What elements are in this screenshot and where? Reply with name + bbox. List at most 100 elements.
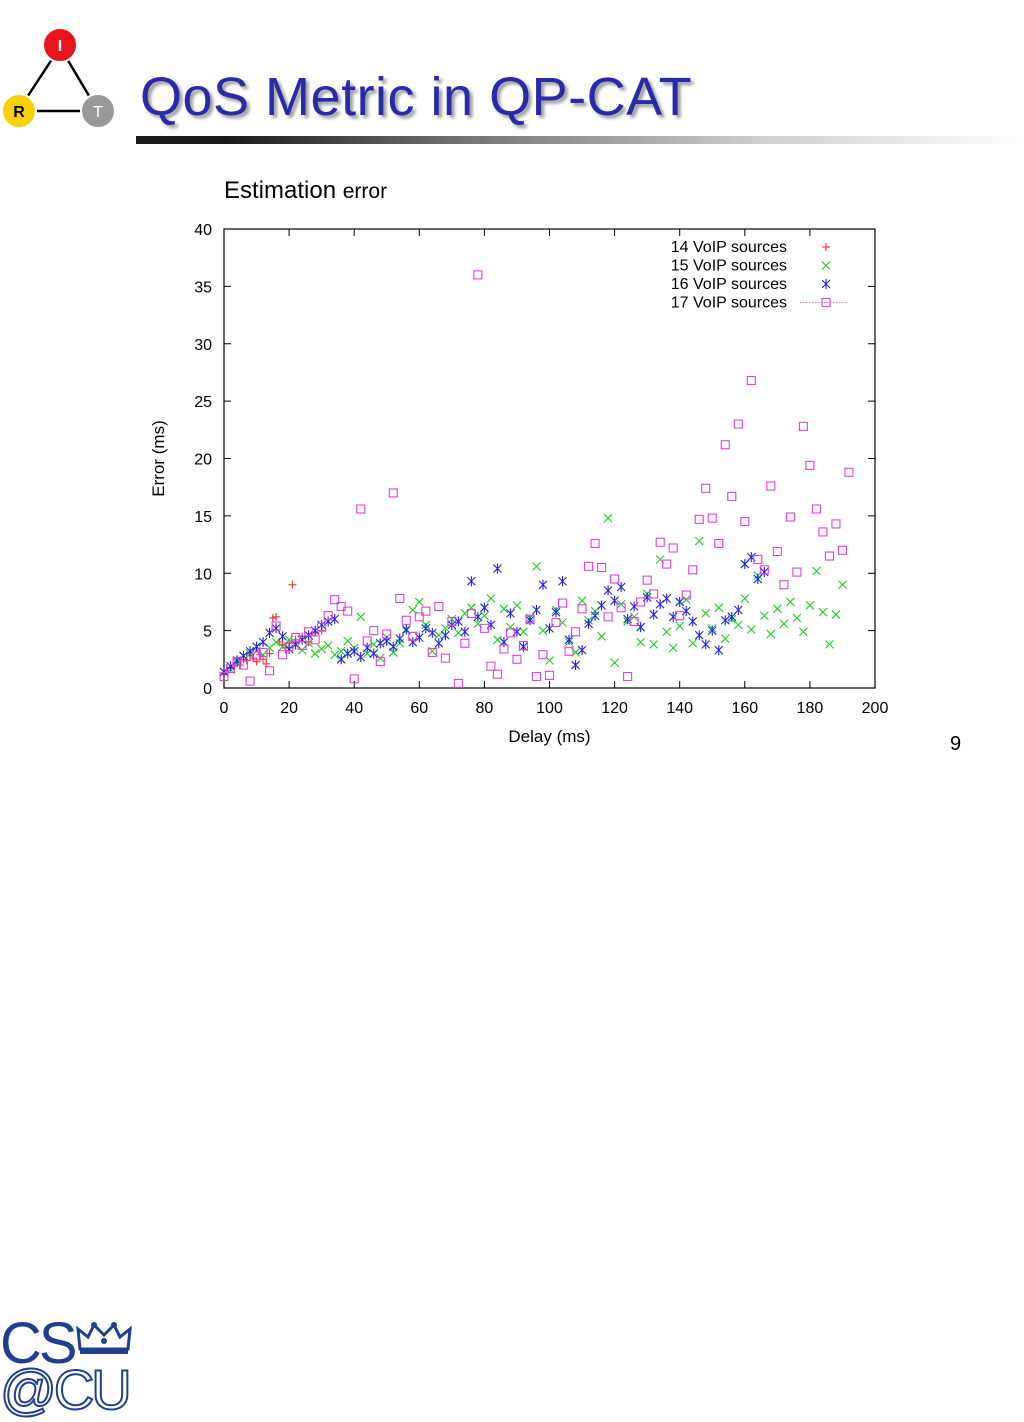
data-point-series-2 <box>538 626 548 636</box>
data-point-series-4 <box>245 676 255 686</box>
legend-marker <box>821 279 831 289</box>
data-point-series-4 <box>466 608 476 618</box>
data-point-series-4 <box>753 554 763 565</box>
data-point-series-4 <box>564 646 574 656</box>
legend-label: 17 VoIP sources <box>671 295 787 312</box>
logo-node-t <box>80 93 116 129</box>
data-point-series-4 <box>375 657 385 667</box>
data-point-series-3 <box>688 616 698 627</box>
data-point-series-2 <box>825 640 834 649</box>
data-point-series-3 <box>720 615 730 626</box>
data-point-series-4 <box>219 671 229 682</box>
data-point-series-2 <box>343 636 353 646</box>
data-point-series-2 <box>662 627 672 637</box>
data-point-series-3 <box>499 637 509 648</box>
data-point-series-3 <box>727 611 737 622</box>
data-point-series-4 <box>792 567 802 577</box>
data-point-series-3 <box>590 610 600 621</box>
data-point-series-2 <box>577 596 587 606</box>
data-point-series-1 <box>249 654 258 663</box>
data-point-series-4 <box>427 647 437 657</box>
data-point-series-3 <box>317 619 327 630</box>
data-point-series-4 <box>434 601 444 612</box>
data-point-series-2 <box>812 566 821 576</box>
legend-label: 14 VoIP sources <box>671 239 787 256</box>
data-point-series-3 <box>707 625 717 636</box>
data-point-series-2 <box>799 627 808 637</box>
data-point-series-4 <box>356 504 366 514</box>
data-point-series-3 <box>408 637 418 648</box>
data-point-series-2 <box>681 595 691 605</box>
data-point-series-4 <box>629 616 639 626</box>
data-point-series-3 <box>343 648 353 659</box>
data-point-series-3 <box>278 631 287 642</box>
data-point-series-2 <box>694 536 704 546</box>
data-point-series-2 <box>434 630 444 640</box>
logo-label-i: I <box>58 38 62 55</box>
data-point-series-2 <box>831 610 841 619</box>
data-point-series-2 <box>616 599 626 609</box>
data-point-series-4 <box>414 612 424 622</box>
x-tick-label: 120 <box>601 700 628 717</box>
data-point-series-3 <box>577 645 587 656</box>
data-point-series-2 <box>317 644 327 654</box>
data-point-series-2 <box>714 603 724 613</box>
data-point-series-1 <box>268 614 277 623</box>
logo-node-i <box>42 27 78 63</box>
data-point-series-2 <box>532 561 541 571</box>
legend-marker <box>821 297 831 308</box>
y-tick-labels: 0 5 10 15 20 25 30 35 40 <box>194 222 212 698</box>
data-point-series-4 <box>401 615 411 625</box>
data-point-series-4 <box>492 669 502 679</box>
data-point-series-4 <box>766 481 776 491</box>
data-point-series-3 <box>740 559 750 570</box>
data-point-series-4 <box>447 616 457 626</box>
data-point-series-1 <box>236 661 245 670</box>
data-point-series-3 <box>466 576 476 587</box>
data-point-series-4 <box>291 632 301 643</box>
legend-label: 15 VoIP sources <box>671 258 787 275</box>
data-point-series-4 <box>616 603 626 613</box>
data-point-series-4 <box>499 644 509 654</box>
data-point-series-4 <box>798 421 808 431</box>
data-point-series-4 <box>662 559 672 569</box>
data-point-series-3 <box>649 609 659 620</box>
data-point-series-4 <box>310 635 320 645</box>
data-point-series-2 <box>772 604 782 614</box>
data-point-series-3 <box>558 576 567 587</box>
data-point-series-4 <box>531 671 542 682</box>
data-point-series-2 <box>610 658 619 668</box>
data-point-series-3 <box>369 648 379 659</box>
data-point-series-1 <box>242 656 251 665</box>
data-point-series-3 <box>597 600 606 611</box>
data-point-series-3 <box>532 604 541 615</box>
caption-small: error <box>342 180 388 203</box>
data-point-series-4 <box>505 628 515 638</box>
data-point-series-4 <box>837 545 848 555</box>
y-axis-label: Error (ms) <box>149 420 168 496</box>
data-point-series-4 <box>597 562 607 573</box>
data-point-series-4 <box>590 538 600 548</box>
data-point-series-4 <box>232 657 242 667</box>
logo-label-t: T <box>93 104 103 121</box>
data-point-series-3 <box>460 626 470 637</box>
data-point-series-4 <box>304 627 314 637</box>
data-points <box>219 270 854 688</box>
data-point-series-4 <box>408 631 418 641</box>
x-tick-label: 60 <box>410 700 428 717</box>
data-point-series-2 <box>766 629 776 639</box>
data-point-series-2 <box>356 612 366 622</box>
data-point-series-2 <box>506 622 515 632</box>
data-point-series-3 <box>603 585 613 596</box>
data-point-series-4 <box>570 627 581 637</box>
data-point-series-4 <box>284 642 294 652</box>
data-point-series-3 <box>538 579 548 590</box>
data-point-series-2 <box>323 641 333 650</box>
data-point-series-4 <box>636 597 646 607</box>
data-point-series-4 <box>785 512 795 522</box>
data-point-series-3 <box>375 638 385 649</box>
data-point-series-4 <box>473 270 483 280</box>
data-point-series-2 <box>603 513 613 523</box>
data-point-series-4 <box>642 575 652 585</box>
x-tick-label: 140 <box>666 700 693 717</box>
